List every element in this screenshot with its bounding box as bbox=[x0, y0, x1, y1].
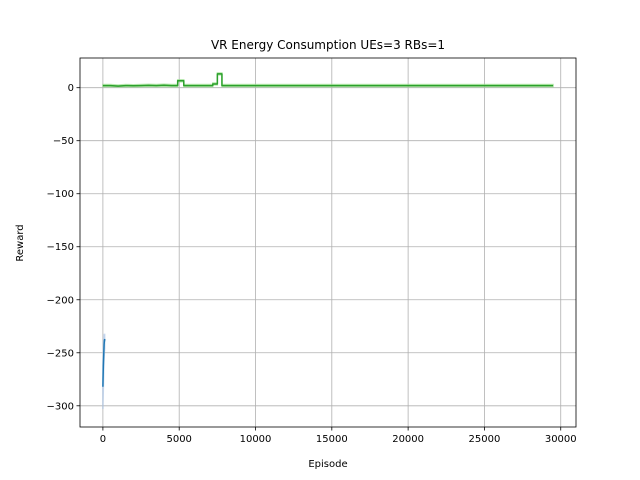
y-tick-label: −50 bbox=[53, 136, 74, 147]
y-tick-label: −300 bbox=[47, 401, 74, 412]
x-axis-label: Episode bbox=[308, 459, 347, 470]
y-tick-label: −200 bbox=[47, 295, 74, 306]
x-tick-label: 15000 bbox=[316, 434, 348, 445]
plot-series bbox=[102, 72, 554, 409]
plot-frame bbox=[79, 57, 577, 428]
y-tick-label: −100 bbox=[47, 189, 74, 200]
chart-title: VR Energy Consumption UEs=3 RBs=1 bbox=[211, 38, 445, 52]
x-tick-label: 5000 bbox=[166, 434, 191, 445]
x-tick-label: 10000 bbox=[240, 434, 272, 445]
series-2-line bbox=[102, 73, 554, 87]
series-1-line bbox=[102, 338, 106, 387]
x-tick-label: 25000 bbox=[469, 434, 501, 445]
x-tick-label: 30000 bbox=[545, 434, 577, 445]
x-tick-label: 0 bbox=[100, 434, 106, 445]
x-tick-label: 20000 bbox=[392, 434, 424, 445]
y-tick-label: −150 bbox=[47, 242, 74, 253]
y-tick-label: −250 bbox=[47, 348, 74, 359]
y-axis: 0 −50 −100 −150 −200 −250 −300 bbox=[47, 83, 80, 412]
x-axis: 0 5000 10000 15000 20000 25000 30000 bbox=[100, 427, 577, 445]
y-tick-label: 0 bbox=[68, 83, 74, 94]
y-axis-label: Reward bbox=[15, 224, 26, 261]
grid bbox=[80, 58, 576, 427]
